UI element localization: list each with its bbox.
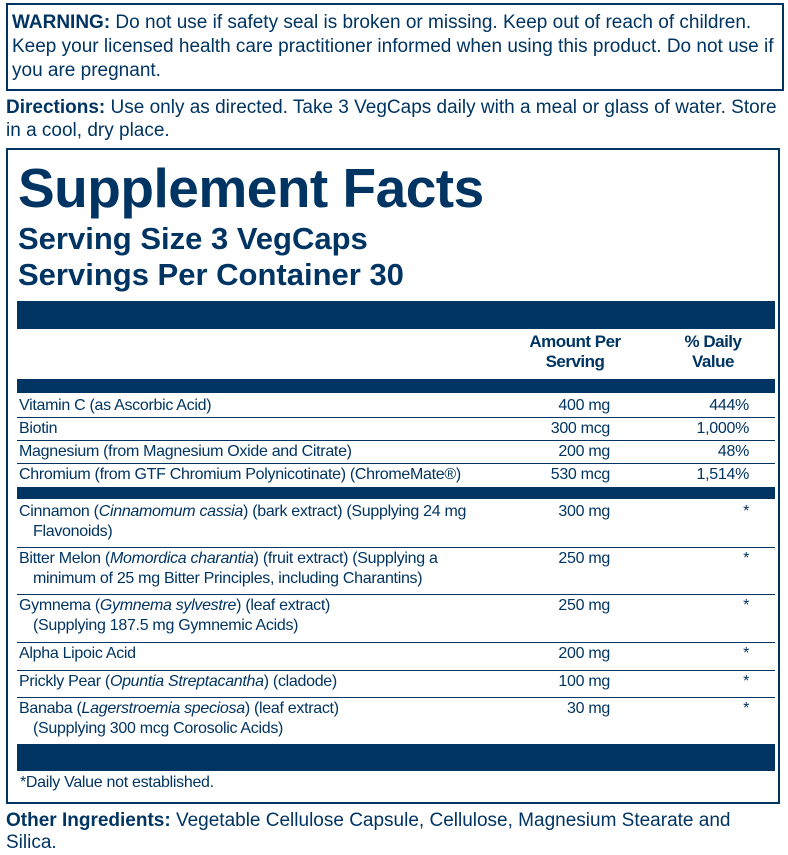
daily-value: * [743,503,749,520]
nutrient-name: Vitamin C (as Ascorbic Acid) [19,396,519,416]
latin-name: Cinnamomum cassia [98,503,244,520]
footnote: *Daily Value not established. [20,774,214,791]
table-row: Chromium (from GTF Chromium Polynicotina… [17,463,775,487]
daily-value: * [743,700,749,717]
supplement-facts-panel: Supplement Facts Serving Size 3 VegCaps … [6,148,780,804]
name-text: Gymnema ( [19,597,100,614]
name-line2: (Supplying 187.5 mg Gymnemic Acids) [33,617,299,634]
name-text: Biotin [19,420,58,437]
name-rest: ) (leaf extract) [244,700,339,717]
col-amount-header: Amount Per Serving [529,332,621,371]
table-row: Gymnema (Gymnema sylvestre) (leaf extrac… [17,594,775,643]
amount: 300 mcg [550,420,611,437]
table-row: Magnesium (from Magnesium Oxide and Citr… [17,440,775,464]
name-text: Magnesium (from Magnesium Oxide and Citr… [19,443,352,460]
nutrient-name: Biotin [19,419,519,439]
amount: 100 mg [558,673,610,690]
nutrient-name: Bitter Melon (Momordica charantia) (frui… [19,549,519,589]
name-text: Prickly Pear ( [19,673,110,690]
name-text: Alpha Lipoic Acid [19,645,136,662]
facts-title: Supplement Facts [18,157,484,219]
other-label: Other Ingredients: [6,810,171,831]
table-row: Banaba (Lagerstroemia speciosa) (leaf ex… [17,697,775,744]
divider [17,744,775,771]
table-row: Cinnamon (Cinnamomum cassia) (bark extra… [17,500,775,548]
amount: 200 mg [558,645,610,662]
table-row: Prickly Pear (Opuntia Streptacantha) (cl… [17,670,775,698]
directions-label: Directions: [6,97,106,118]
daily-value: 444% [709,397,749,414]
directions: Directions: Use only as directed. Take 3… [6,96,782,142]
servings-per-container: Servings Per Container 30 [18,257,404,292]
amount: 250 mg [558,597,610,614]
daily-value: 1,000% [696,420,750,437]
warning-text: Do not use if safety seal is broken or m… [12,12,774,81]
name-text: Cinnamon ( [19,503,99,520]
name-text: Chromium (from GTF Chromium Polynicotina… [19,466,461,483]
other-ingredients: Other Ingredients: Vegetable Cellulose C… [6,810,782,854]
daily-value: * [743,597,749,614]
nutrient-name: Magnesium (from Magnesium Oxide and Citr… [19,442,519,462]
directions-text: Use only as directed. Take 3 VegCaps dai… [6,97,777,141]
name-line2: (Supplying 300 mcg Corosolic Acids) [33,720,284,737]
name-rest: ) (bark extract) (Supplying 24 mg [243,503,467,520]
name-rest: ) (leaf extract) [236,597,331,614]
nutrient-name: Prickly Pear (Opuntia Streptacantha) (cl… [19,672,519,692]
divider [17,379,775,393]
table-row: Bitter Melon (Momordica charantia) (frui… [17,547,775,595]
name-rest: ) (cladode) [263,673,337,690]
table-row: Biotin 300 mcg 1,000% [17,417,775,441]
name-line2: Flavonoids) [33,523,113,540]
latin-name: Lagerstroemia speciosa [81,700,246,717]
amount: 250 mg [558,550,610,567]
divider [17,487,775,499]
serving-size: Serving Size 3 VegCaps [18,221,368,256]
name-text: Banaba ( [19,700,82,717]
latin-name: Momordica charantia [109,550,254,567]
amount: 400 mg [558,397,610,414]
nutrient-name: Cinnamon (Cinnamomum cassia) (bark extra… [19,502,519,542]
other-text: Vegetable Cellulose Capsule, Cellulose, … [6,810,731,853]
daily-value: 1,514% [696,466,750,483]
daily-value: * [743,550,749,567]
latin-name: Gymnema sylvestre [99,597,237,614]
warning-box: WARNING: Do not use if safety seal is br… [6,3,784,91]
name-line2: minimum of 25 mg Bitter Principles, incl… [33,570,423,587]
name-text: Vitamin C (as Ascorbic Acid) [19,397,212,414]
amount: 300 mg [558,503,610,520]
daily-value: * [743,673,749,690]
amount: 30 mg [567,700,610,717]
table-row: Vitamin C (as Ascorbic Acid) 400 mg 444% [17,394,775,418]
name-text: Bitter Melon ( [19,550,110,567]
nutrient-name: Chromium (from GTF Chromium Polynicotina… [19,465,519,485]
nutrient-name: Alpha Lipoic Acid [19,644,519,664]
latin-name: Opuntia Streptacantha [109,673,264,690]
nutrient-name: Gymnema (Gymnema sylvestre) (leaf extrac… [19,596,519,636]
nutrient-name: Banaba (Lagerstroemia speciosa) (leaf ex… [19,699,519,739]
col-dv-header: % Daily Value [684,332,742,371]
thick-divider [17,301,775,329]
table-row: Alpha Lipoic Acid 200 mg * [17,642,775,671]
warning-label: WARNING: [12,12,111,33]
daily-value: * [743,645,749,662]
name-rest: ) (fruit extract) (Supplying a [253,550,438,567]
daily-value: 48% [717,443,749,460]
amount: 200 mg [558,443,610,460]
amount: 530 mcg [550,466,611,483]
